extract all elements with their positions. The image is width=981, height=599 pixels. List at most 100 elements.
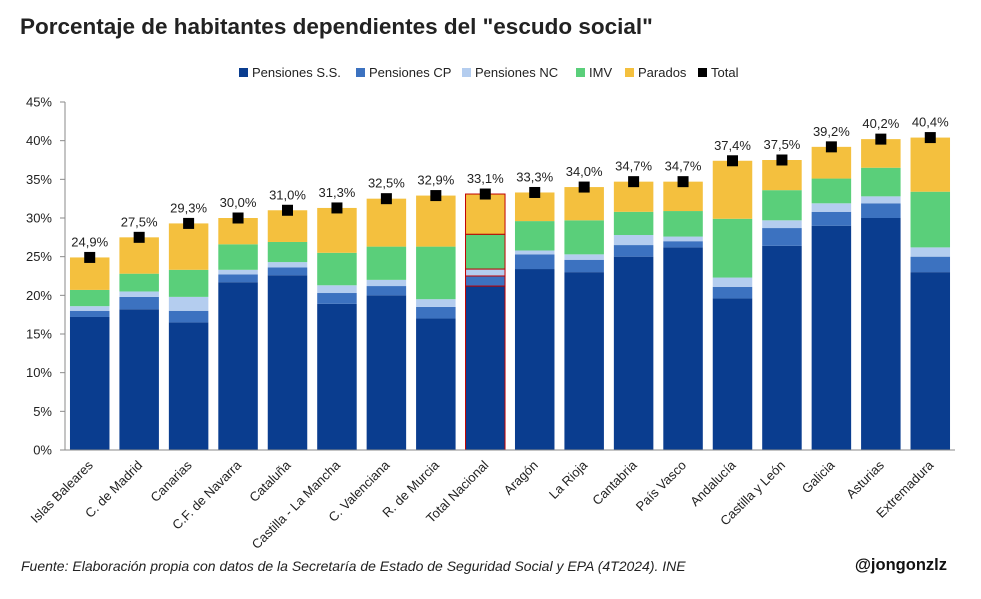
total-data-label: 33,3% [516, 169, 553, 184]
bar-stack-8: 32,9% [416, 173, 456, 450]
legend-label-1: Pensiones S.S. [252, 65, 341, 80]
bar-segment-imv [69, 289, 110, 307]
bar-segment-parados [317, 207, 357, 253]
legend-label-3: Pensiones NC [475, 65, 558, 80]
bar-segment-parados [712, 160, 753, 219]
bar-segment-pensiones-nc [811, 203, 852, 212]
bar-segment-imv [218, 244, 258, 270]
bar-segment-pensiones-cp [613, 245, 654, 257]
bar-segment-pensiones-s-s- [218, 282, 258, 450]
y-tick-label: 30% [26, 211, 52, 226]
bar-segment-pensiones-cp [564, 259, 604, 273]
bar-segment-pensiones-s-s- [69, 316, 110, 450]
total-marker [628, 176, 640, 188]
total-data-label: 37,4% [714, 138, 751, 153]
legend-label-6: Total [711, 65, 739, 80]
total-marker [776, 154, 788, 166]
bar-segment-pensiones-nc [712, 277, 753, 287]
bar-segment-pensiones-s-s- [416, 318, 456, 450]
total-marker [825, 141, 837, 153]
bar-stack-15: 37,5% [762, 137, 802, 450]
bar-segment-pensiones-s-s- [762, 245, 802, 450]
bar-stack-17: 40,2% [861, 116, 901, 450]
bar-segment-imv [712, 218, 753, 278]
bar-segment-pensiones-s-s- [663, 247, 703, 450]
x-tick-label: Islas Baleares [27, 457, 96, 526]
legend-swatch-3 [462, 68, 471, 77]
x-tick-label: Cantabria [589, 457, 640, 508]
bar-segment-imv [514, 221, 555, 251]
bar-segment-imv [811, 178, 852, 204]
x-tick-label: Canarias [147, 457, 195, 505]
y-tick-label: 15% [26, 327, 52, 342]
bar-segment-pensiones-nc [514, 250, 555, 255]
bar-stack-10: 33,3% [514, 169, 555, 450]
bar-segment-pensiones-nc [119, 291, 159, 297]
legend-label-4: IMV [589, 65, 612, 80]
bar-segment-pensiones-cp [762, 228, 802, 246]
legend-swatch-4 [576, 68, 585, 77]
bar-segment-pensiones-s-s- [119, 309, 159, 450]
bar-stack-18: 40,4% [910, 115, 951, 450]
bar-stack-13: 34,7% [663, 159, 703, 450]
total-data-label: 39,2% [813, 124, 850, 139]
total-marker [924, 132, 936, 144]
bar-segment-pensiones-cp [267, 267, 308, 276]
total-marker [183, 217, 195, 229]
bar-segment-pensiones-cp [168, 310, 209, 323]
legend: Pensiones S.S. Pensiones CP Pensiones NC IM… [239, 65, 739, 80]
bar-segment-pensiones-nc [861, 196, 901, 204]
bar-segment-parados [910, 137, 951, 192]
bar-segment-imv [910, 191, 951, 248]
bar-stack-6: 31,3% [317, 185, 357, 450]
bar-stack-7: 32,5% [366, 176, 407, 450]
total-marker [677, 176, 689, 188]
total-marker [380, 193, 392, 205]
bars-group: 24,9% 27,5% 29,3% 30,0% 31,0% 31,3% 32,5% 32,9%… [69, 115, 951, 451]
bar-stack-1: 24,9% [69, 234, 110, 450]
bar-segment-pensiones-s-s- [465, 285, 506, 451]
bar-segment-pensiones-nc [663, 236, 703, 242]
bar-segment-pensiones-cp [910, 256, 951, 273]
bar-stack-16: 39,2% [811, 124, 852, 450]
total-marker [84, 251, 96, 263]
total-marker [578, 181, 590, 193]
bar-segment-pensiones-cp [317, 293, 357, 304]
x-tick-label: País Vasco [633, 458, 689, 514]
bar-segment-pensiones-nc [218, 269, 258, 275]
bar-segment-pensiones-cp [663, 241, 703, 248]
bar-segment-imv [861, 167, 901, 197]
bar-segment-imv [317, 252, 357, 286]
total-marker [282, 204, 293, 216]
bar-stack-3: 29,3% [168, 200, 209, 450]
total-data-label: 32,9% [417, 173, 454, 188]
total-data-label: 32,5% [368, 176, 405, 191]
bar-segment-pensiones-nc [564, 254, 604, 260]
bar-segment-parados [416, 195, 456, 247]
bar-segment-pensiones-cp [465, 275, 506, 287]
bar-segment-pensiones-s-s- [366, 295, 407, 450]
total-data-label: 34,0% [566, 164, 603, 179]
total-data-label: 27,5% [121, 214, 158, 229]
x-tick-label: Cataluña [246, 457, 294, 505]
total-data-label: 30,0% [220, 195, 257, 210]
total-data-label: 31,0% [269, 187, 306, 202]
total-marker [232, 212, 244, 224]
x-tick-label: Galicia [799, 457, 838, 496]
chart-title: Porcentaje de habitantes dependientes de… [20, 14, 653, 39]
bar-segment-imv [663, 211, 703, 237]
bar-segment-imv [762, 190, 802, 221]
bar-segment-pensiones-nc [416, 299, 456, 307]
total-data-label: 29,3% [170, 200, 207, 215]
x-tick-label: Asturias [843, 457, 887, 501]
bar-stack-11: 34,0% [564, 164, 604, 450]
bar-segment-pensiones-nc [69, 306, 110, 311]
bar-stack-12: 34,7% [613, 159, 654, 450]
y-tick-label: 10% [26, 365, 52, 380]
bar-segment-pensiones-s-s- [317, 303, 357, 450]
total-marker [727, 155, 738, 167]
bar-segment-pensiones-nc [317, 285, 357, 294]
y-axis: 0% 5% 10% 15% 20% 25% 30% 35% 40% 45% [26, 95, 66, 458]
